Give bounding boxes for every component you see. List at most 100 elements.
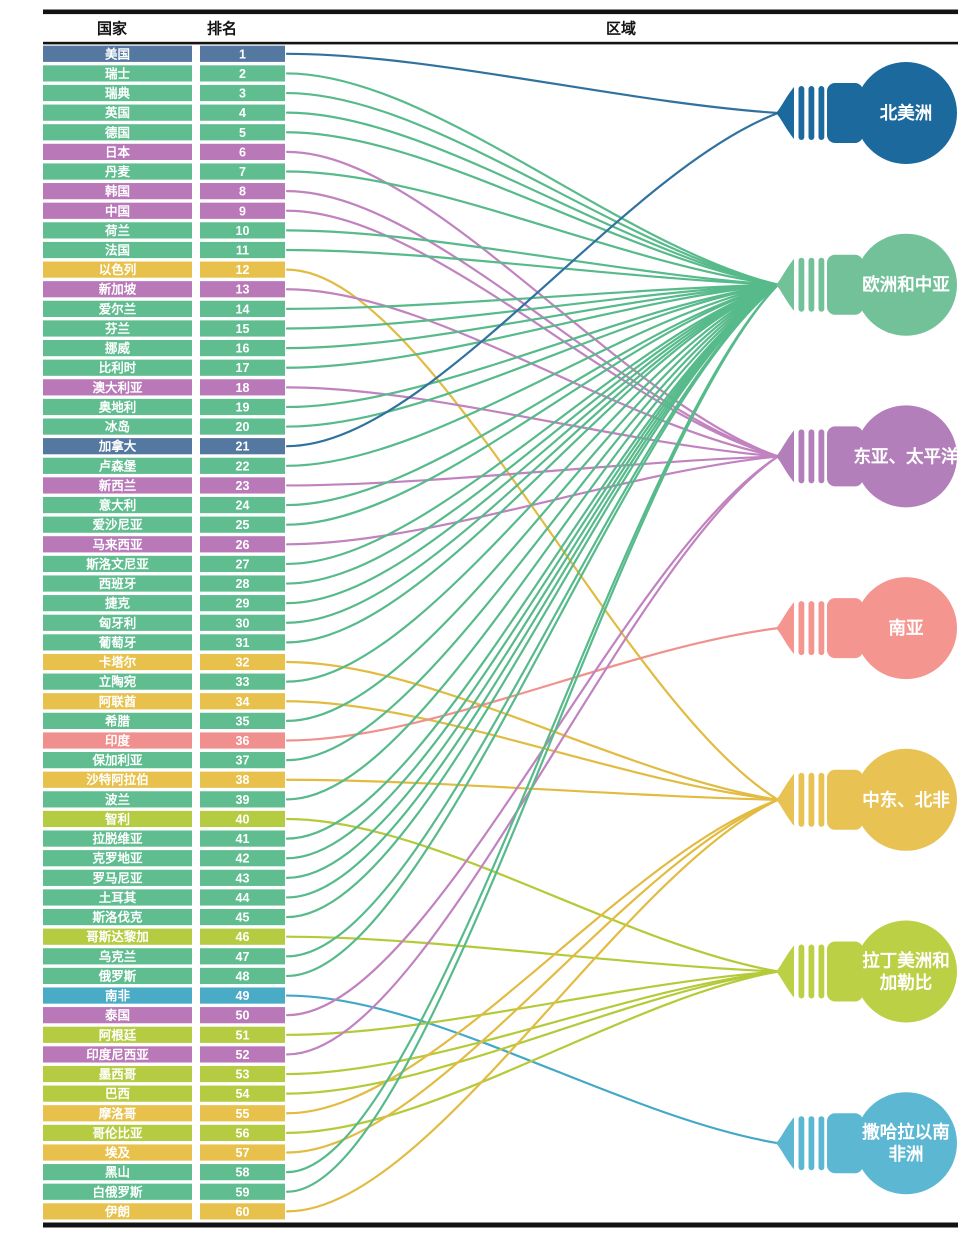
country-cell bbox=[43, 241, 192, 259]
country-cell bbox=[43, 222, 192, 239]
rank-cell bbox=[200, 45, 285, 62]
flow-line bbox=[285, 283, 780, 1193]
country-cell bbox=[43, 536, 192, 553]
bulb-globe-icon bbox=[855, 405, 957, 508]
country-row: 加拿大 21 bbox=[43, 438, 285, 455]
country-cell bbox=[43, 84, 192, 102]
rank-cell bbox=[200, 438, 285, 455]
country-row: 西班牙 28 bbox=[43, 575, 285, 592]
country-cell bbox=[43, 143, 192, 160]
rank-cell bbox=[200, 967, 285, 985]
country-label: 瑞士 bbox=[105, 66, 131, 81]
country-row: 保加利亚 37 bbox=[43, 752, 285, 769]
country-cell bbox=[43, 908, 192, 926]
country-cell bbox=[43, 438, 192, 455]
bulb-globe-icon bbox=[855, 233, 957, 336]
rank-label: 9 bbox=[239, 204, 246, 218]
region-bulb-europe-central-asia: 欧洲和中亚 bbox=[776, 233, 957, 336]
rank-cell bbox=[200, 65, 285, 82]
country-row: 印度 36 bbox=[43, 732, 285, 749]
country-rows-layer: 美国 1 瑞士 2 瑞典 3 英国 4 德国 5 日本 6 丹麦 7 韩国 8 中国 9 荷兰 10 法国 11 以色列 12… bbox=[43, 45, 285, 1220]
bulb-globe-icon bbox=[855, 577, 957, 680]
flow-line bbox=[285, 798, 780, 1213]
rank-label: 56 bbox=[236, 1126, 250, 1140]
rank-cell bbox=[200, 653, 285, 671]
country-label: 乌克兰 bbox=[99, 949, 137, 964]
rank-label: 4 bbox=[239, 106, 246, 120]
country-label: 阿联酋 bbox=[99, 694, 137, 709]
bulb-base-icon bbox=[827, 941, 863, 1002]
flow-line bbox=[285, 283, 780, 978]
flow-line bbox=[285, 111, 780, 286]
bulb-thread-bar-icon bbox=[808, 257, 815, 312]
flow-line bbox=[285, 283, 780, 624]
rank-label: 32 bbox=[236, 656, 250, 670]
country-cell bbox=[43, 477, 192, 494]
rank-cell bbox=[200, 320, 285, 337]
rank-label: 30 bbox=[236, 616, 250, 630]
rank-cell bbox=[200, 1105, 285, 1122]
rank-cell bbox=[200, 575, 285, 592]
country-row: 爱尔兰 14 bbox=[43, 300, 285, 317]
country-label: 澳大利亚 bbox=[92, 380, 143, 395]
country-label: 爱沙尼亚 bbox=[92, 517, 143, 532]
flow-line bbox=[285, 455, 780, 487]
rank-cell bbox=[200, 379, 285, 396]
rank-label: 22 bbox=[236, 459, 250, 473]
flow-line bbox=[285, 283, 780, 801]
country-row: 伊朗 60 bbox=[43, 1203, 285, 1220]
bulb-thread-bar-icon bbox=[808, 1116, 815, 1171]
country-cell bbox=[43, 300, 192, 317]
country-label: 巴西 bbox=[105, 1087, 130, 1101]
country-label: 波兰 bbox=[105, 792, 131, 807]
country-label: 爱尔兰 bbox=[99, 301, 137, 316]
rank-cell bbox=[200, 84, 285, 102]
country-cell bbox=[43, 752, 192, 769]
country-cell bbox=[43, 555, 192, 573]
flow-line bbox=[285, 798, 780, 1154]
country-label: 黑山 bbox=[105, 1165, 130, 1180]
flow-line bbox=[285, 283, 780, 566]
country-label: 白俄罗斯 bbox=[92, 1184, 143, 1199]
rank-label: 13 bbox=[236, 283, 250, 297]
flow-line bbox=[285, 283, 780, 507]
bulb-thread-bar-icon bbox=[798, 86, 805, 140]
country-row: 比利时 17 bbox=[43, 359, 285, 376]
flow-line bbox=[285, 970, 780, 1134]
flow-line bbox=[285, 660, 780, 801]
rank-cell bbox=[200, 359, 285, 376]
bulb-thread-bar-icon bbox=[798, 429, 805, 484]
country-cell bbox=[43, 634, 192, 651]
bulb-globe-icon bbox=[855, 748, 957, 851]
country-label: 摩洛哥 bbox=[99, 1106, 137, 1121]
country-cell bbox=[43, 1046, 192, 1063]
flow-line bbox=[285, 283, 780, 369]
rank-label: 16 bbox=[236, 342, 250, 356]
rank-label: 14 bbox=[236, 302, 250, 316]
country-row: 哥斯达黎加 46 bbox=[43, 928, 285, 945]
country-cell bbox=[43, 614, 192, 631]
country-row: 芬兰 15 bbox=[43, 320, 285, 337]
country-label: 立陶宛 bbox=[99, 674, 137, 689]
bulb-thread-bar-icon bbox=[818, 1116, 825, 1171]
rank-label: 33 bbox=[236, 675, 250, 689]
rank-label: 46 bbox=[236, 930, 250, 944]
rank-cell bbox=[200, 457, 285, 474]
country-row: 匈牙利 30 bbox=[43, 614, 285, 631]
country-label: 新加坡 bbox=[99, 282, 137, 297]
country-label: 丹麦 bbox=[105, 164, 131, 179]
column-header-rank: 排名 bbox=[207, 20, 237, 38]
region-label: 中东、北非 bbox=[862, 790, 950, 810]
country-cell bbox=[43, 1124, 192, 1141]
country-row: 南非 49 bbox=[43, 987, 285, 1004]
rank-label: 28 bbox=[236, 577, 250, 591]
flow-line bbox=[285, 283, 780, 879]
bulb-thread-bar-icon bbox=[798, 601, 805, 656]
flow-line bbox=[285, 248, 780, 286]
bulb-thread-bar-icon bbox=[798, 944, 805, 999]
country-cell bbox=[43, 379, 192, 396]
rank-label: 35 bbox=[236, 714, 250, 728]
bulb-globe-icon bbox=[855, 1092, 957, 1195]
country-row: 巴西 54 bbox=[43, 1085, 285, 1102]
